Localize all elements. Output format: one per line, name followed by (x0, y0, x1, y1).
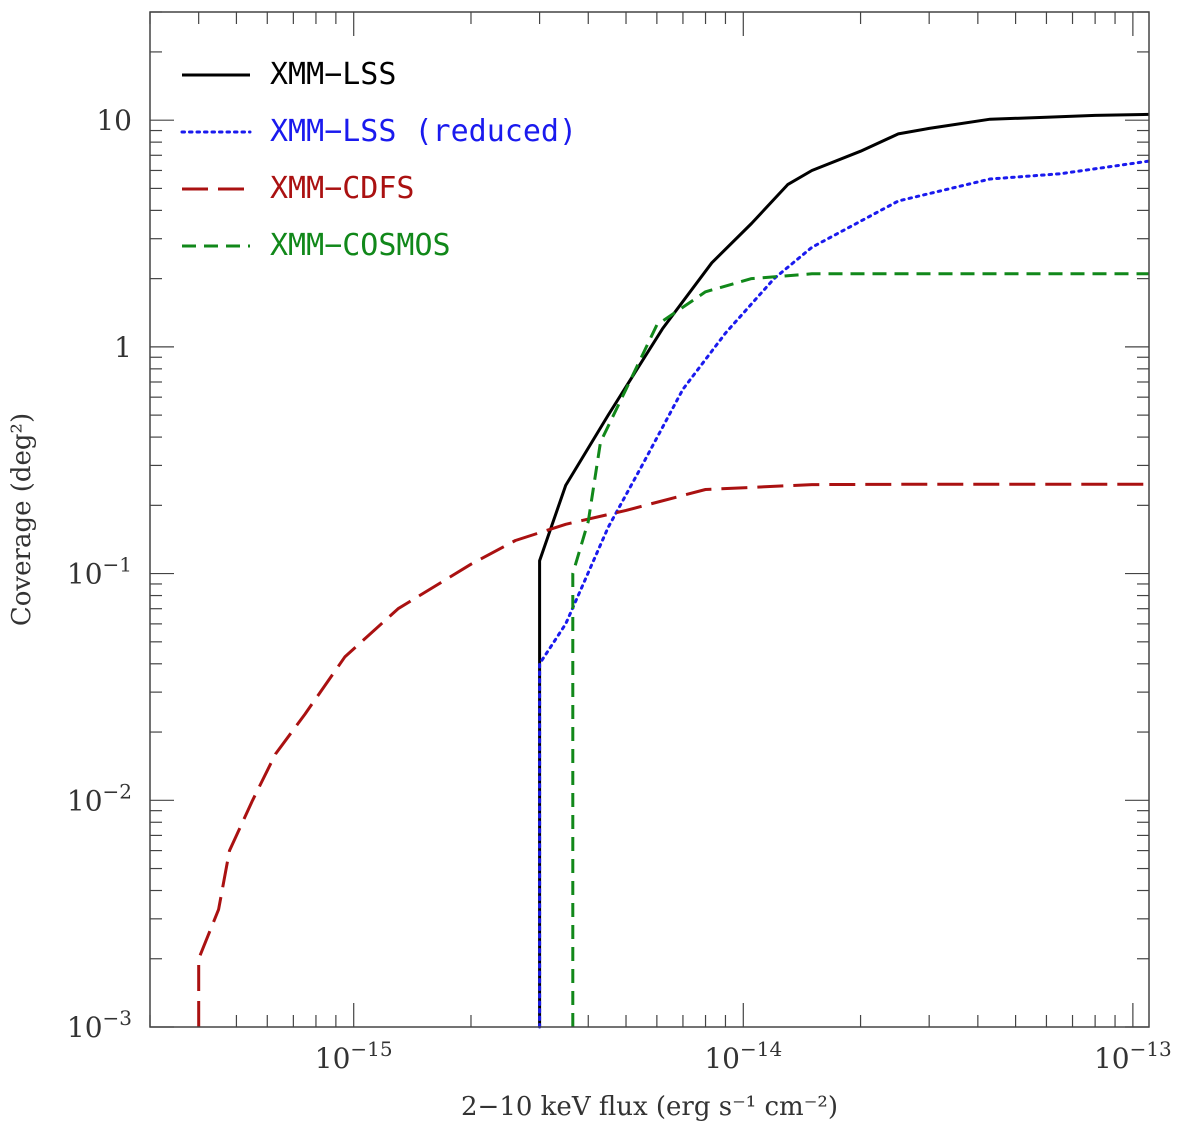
series-line (538, 159, 1151, 1029)
x-tick-label: 10−14 (704, 1037, 782, 1075)
plot-frame (149, 11, 1150, 1028)
x-axis-title: 2−10 keV flux (erg s⁻¹ cm⁻²) (461, 1092, 838, 1122)
series-line (538, 112, 1150, 1027)
legend: XMM−LSS XMM−LSS (reduced) XMM−CDFS XMM−COSM… (180, 57, 577, 263)
y-axis-title: Coverage (deg²) (7, 413, 37, 626)
y-tick-label: 10−2 (67, 779, 132, 817)
y-tick-label: 10−3 (67, 1006, 132, 1044)
series-line (571, 272, 1149, 1027)
legend-label: XMM−COSMOS (270, 228, 451, 263)
legend-label: XMM−LSS (reduced) (270, 114, 577, 149)
y-tick-label: 10 (96, 104, 132, 137)
x-tick-labels: 10−15 10−14 10−13 (315, 1037, 1172, 1075)
series-line (197, 482, 1149, 1027)
ticks-layer (149, 11, 1149, 1028)
y-tick-label: 10−1 (67, 553, 132, 591)
legend-label: XMM−CDFS (270, 171, 415, 206)
x-tick-label: 10−13 (1094, 1037, 1172, 1075)
series-layer (197, 112, 1151, 1029)
legend-label: XMM−LSS (270, 57, 396, 92)
y-tick-labels: 10−3 10−2 10−1 1 10 (67, 104, 132, 1044)
y-tick-label: 1 (114, 331, 132, 364)
x-tick-label: 10−15 (315, 1037, 393, 1075)
